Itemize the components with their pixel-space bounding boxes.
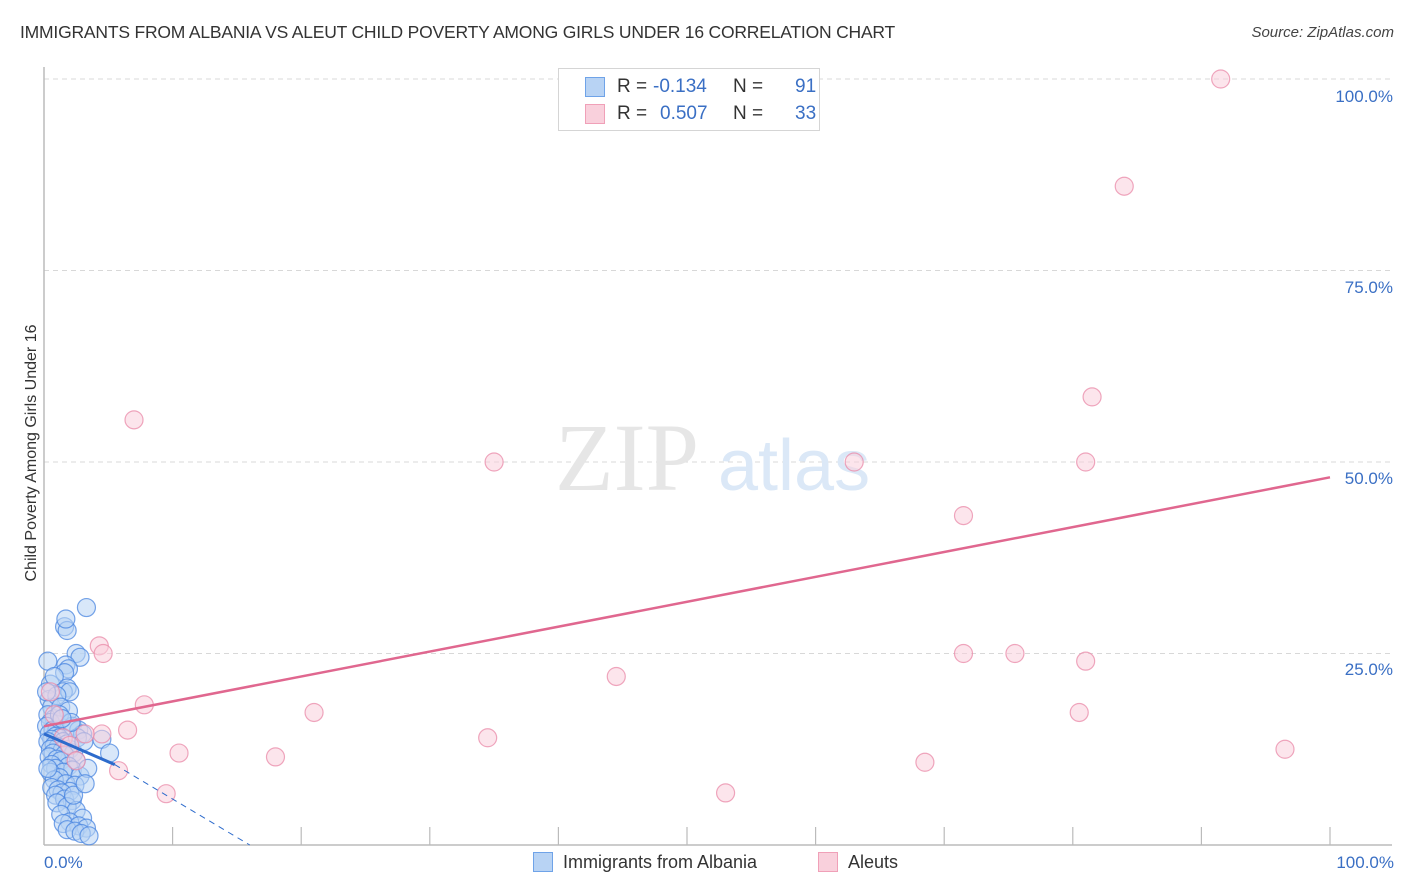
bottom-legend-albania: Immigrants from Albania [533,852,757,873]
x-tick-0: 0.0% [44,853,83,872]
data-point [304,702,324,723]
n-value-aleuts: 33 [795,103,817,124]
data-point [265,747,286,767]
data-point [1275,739,1295,759]
correlation-legend: R = -0.134 N = 91 R = 0.507 N = 33 [558,68,820,131]
albania-legend-label: Immigrants from Albania [563,852,758,872]
data-point [484,452,504,472]
r-label: R = [617,76,648,97]
data-point [1114,176,1134,196]
aleuts-legend-label: Aleuts [848,852,899,872]
data-point [38,758,58,779]
data-point [953,506,974,526]
data-point [844,452,864,472]
series-aleuts-points [40,69,1295,804]
aleuts-legend-swatch-icon [818,852,838,872]
y-tick-75: 75.0% [1344,278,1393,297]
watermark: ZIP atlas [555,404,870,511]
data-point [1076,452,1096,472]
data-point [76,597,97,618]
data-point [63,785,84,805]
gridlines [44,78,1392,654]
axes [43,67,1392,846]
y-axis-label: Child Poverty Among Girls Under 16 [23,324,40,582]
albania-legend-swatch-icon [533,852,553,872]
chart-title: IMMIGRANTS FROM ALBANIA VS ALEUT CHILD P… [20,22,896,42]
n-label: N = [733,76,764,97]
data-point [92,724,112,744]
data-point [1069,702,1089,723]
data-point [117,720,138,740]
y-tick-25: 25.0% [1344,660,1393,679]
data-point [56,609,76,629]
data-point [108,761,129,781]
r-label: R = [617,103,648,124]
data-point [169,743,189,763]
data-point [1005,643,1025,664]
data-point [75,774,95,794]
data-point [953,643,974,664]
r-value-albania: -0.134 [653,76,707,97]
data-point [478,728,498,748]
source-label: Source: ZipAtlas.com [1251,24,1394,41]
data-point [40,682,61,702]
albania-swatch-icon [585,77,605,97]
y-tick-100: 100.0% [1335,87,1393,106]
data-point [124,410,144,430]
data-point [66,751,86,771]
n-value-albania: 91 [795,76,817,97]
data-point [44,705,64,725]
n-label: N = [733,103,764,124]
albania-trend-line [43,732,116,766]
data-point [1082,387,1102,407]
data-point [75,724,95,744]
watermark-zip: ZIP [555,404,699,511]
data-point [93,643,113,664]
bottom-legend-aleuts: Aleuts [818,852,898,873]
aleuts-trend-line [43,476,1331,728]
r-value-aleuts: 0.507 [660,103,708,124]
trend-lines [43,476,1331,846]
albania-trend-extension [114,764,251,846]
data-point [606,666,626,687]
data-point [1211,69,1231,89]
data-point [715,783,736,803]
data-point [915,752,935,772]
data-point [156,784,176,804]
data-point [79,826,99,846]
watermark-atlas: atlas [718,426,870,506]
x-tick-100: 100.0% [1336,853,1394,872]
y-tick-50: 50.0% [1344,469,1393,488]
data-point [1076,651,1096,671]
aleuts-swatch-icon [585,104,605,124]
